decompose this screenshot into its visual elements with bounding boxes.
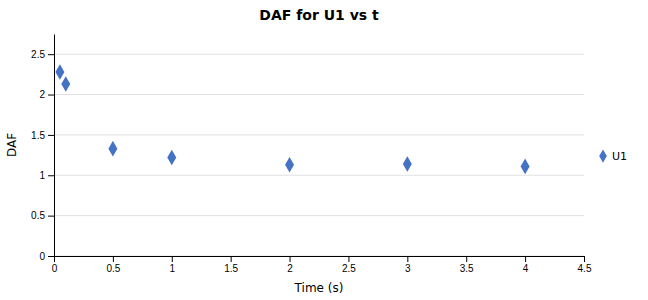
x-tick: 1.5 bbox=[224, 256, 238, 274]
point bbox=[61, 76, 70, 92]
legend-item: U1 bbox=[599, 150, 627, 163]
x-tick: 4 bbox=[523, 256, 529, 274]
y-tick: 2.5 bbox=[31, 49, 54, 60]
x-tick-mark bbox=[407, 256, 408, 262]
point bbox=[521, 159, 530, 175]
legend: U1 bbox=[599, 150, 627, 163]
marks bbox=[55, 64, 529, 174]
x-tick-mark bbox=[525, 256, 526, 262]
y-tick: 1.5 bbox=[31, 130, 54, 141]
x-tick-mark bbox=[584, 256, 585, 262]
point bbox=[108, 141, 117, 157]
y-tick-label: 0.5 bbox=[31, 210, 45, 221]
legend-label: U1 bbox=[612, 150, 627, 163]
x-tick-mark bbox=[466, 256, 467, 262]
y-tick-label: 0 bbox=[39, 251, 45, 262]
x-tick-label: 3 bbox=[405, 263, 411, 274]
x-tick: 2.5 bbox=[342, 256, 356, 274]
legend-marker bbox=[599, 150, 607, 163]
title: DAF for U1 vs t bbox=[259, 7, 379, 23]
plot: 0 0.5 1 1.5 2 2.5 3 3.5 4 4.5 0 0.5 1 1.5 2 2.5 bbox=[31, 35, 592, 275]
y-tick: 0 bbox=[39, 251, 54, 262]
y-tick: 1 bbox=[39, 170, 54, 181]
chart: 0 0.5 1 1.5 2 2.5 3 3.5 4 4.5 0 0.5 1 1.5 2 2.5 DAF for … bbox=[0, 0, 648, 300]
y-tick-label: 1 bbox=[39, 170, 45, 181]
y-tick-mark bbox=[48, 175, 54, 176]
grid-line bbox=[54, 134, 584, 135]
x-tick-label: 3.5 bbox=[460, 263, 474, 274]
point bbox=[285, 157, 294, 173]
y-tick-mark bbox=[48, 54, 54, 55]
x-axis-line bbox=[55, 256, 585, 257]
y-tick: 0.5 bbox=[31, 210, 54, 221]
grid bbox=[54, 54, 584, 256]
point bbox=[55, 64, 64, 80]
grid-line bbox=[54, 215, 584, 216]
x-tick-label: 0 bbox=[52, 263, 58, 274]
point bbox=[167, 150, 176, 166]
x-tick: 2 bbox=[287, 256, 293, 274]
x-tick: 0 bbox=[52, 256, 58, 274]
x-tick-mark bbox=[113, 256, 114, 262]
y-tick-label: 2.5 bbox=[31, 49, 45, 60]
x-tick-label: 1 bbox=[169, 263, 175, 274]
chart-container: 0 0.5 1 1.5 2 2.5 3 3.5 4 4.5 0 0.5 1 1.5 2 2.5 DAF for … bbox=[0, 0, 648, 300]
y-tick-mark bbox=[48, 216, 54, 217]
x-tick-mark bbox=[348, 256, 349, 262]
x-tick: 1 bbox=[169, 256, 175, 274]
point bbox=[403, 156, 412, 172]
x-tick-mark bbox=[54, 256, 55, 262]
x-tick-label: 2 bbox=[287, 263, 293, 274]
grid-line bbox=[54, 54, 584, 55]
y-tick: 2 bbox=[39, 89, 54, 100]
y-axis-line bbox=[54, 35, 55, 257]
x-tick: 4.5 bbox=[578, 256, 592, 274]
series bbox=[55, 64, 529, 174]
y-tick-mark bbox=[48, 95, 54, 96]
x-tick-label: 1.5 bbox=[224, 263, 238, 274]
y-axis-label: DAF bbox=[5, 133, 19, 157]
x-tick-mark bbox=[231, 256, 232, 262]
grid-line bbox=[54, 175, 584, 176]
y-tick-label: 2 bbox=[39, 89, 45, 100]
y-tick-mark bbox=[48, 135, 54, 136]
y-tick-label: 1.5 bbox=[31, 130, 45, 141]
x-tick-label: 4 bbox=[523, 263, 529, 274]
x-tick-label: 0.5 bbox=[106, 263, 120, 274]
x-tick: 3.5 bbox=[460, 256, 474, 274]
grid-line bbox=[54, 256, 584, 257]
x-axis: 0 0.5 1 1.5 2 2.5 3 3.5 4 4.5 bbox=[52, 256, 592, 274]
x-tick-label: 2.5 bbox=[342, 263, 356, 274]
x-axis-label: Time (s) bbox=[294, 281, 344, 295]
y-axis: 0 0.5 1 1.5 2 2.5 bbox=[31, 35, 54, 262]
x-tick-mark bbox=[290, 256, 291, 262]
x-tick: 0.5 bbox=[106, 256, 120, 274]
x-tick: 3 bbox=[405, 256, 411, 274]
y-tick-mark bbox=[48, 256, 54, 257]
x-tick-mark bbox=[172, 256, 173, 262]
x-tick-label: 4.5 bbox=[578, 263, 592, 274]
grid-line bbox=[54, 94, 584, 95]
